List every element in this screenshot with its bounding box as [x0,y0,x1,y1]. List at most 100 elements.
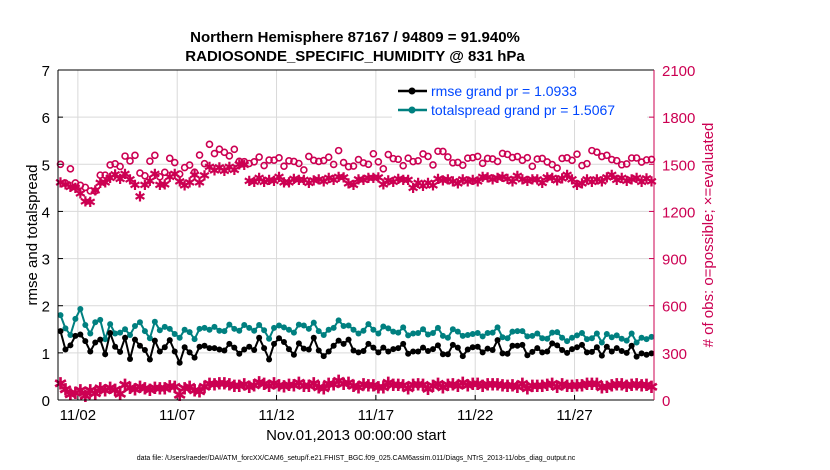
obs-possible-point [573,150,581,159]
totalspread-point [588,335,595,342]
rmse-point [524,352,531,359]
totalspread-point [117,329,124,336]
totalspread-point [479,333,486,340]
obs-evaluated-low-point: ✱ [98,381,112,400]
obs-evaluated-point: ✱ [194,174,206,190]
totalspread-point [405,332,412,339]
obs-evaluated-low-point: ✱ [560,377,574,396]
rmse-point [559,347,566,354]
rmse-point [444,351,451,358]
footer-data-file: data file: /Users/raeder/DAI/ATM_forcXX/… [137,455,576,462]
totalspread-point [112,330,119,337]
totalspread-point [131,322,138,329]
obs-possible-point [429,161,437,169]
obs-evaluated-low-point: ✱ [535,377,549,396]
totalspread-point [603,331,610,337]
obs-possible-point [170,158,179,167]
rmse-point [156,348,163,355]
totalspread-point [236,327,243,334]
obs-evaluated-point: ✱ [228,162,240,178]
obs-evaluated-low-point: ✱ [83,381,97,400]
obs-evaluated-low-point: ✱ [540,376,554,395]
obs-possible-point [305,152,313,161]
obs-evaluated-point: ✱ [382,173,394,189]
totalspread-point [380,323,387,330]
obs-evaluated-low-point: ✱ [490,376,504,395]
right-y-tick-label: 300 [662,346,687,363]
obs-evaluated-low-point: ✱ [515,375,529,394]
obs-possible-point [165,154,174,163]
totalspread-point [410,330,417,337]
obs-evaluated-point: ✱ [601,170,613,186]
obs-evaluated-low-point: ✱ [178,380,192,399]
totalspread-point [643,336,650,343]
obs-evaluated-point: ✱ [621,173,633,189]
rmse-point [285,346,292,353]
obs-evaluated-point: ✱ [402,172,414,188]
rmse-point [519,341,526,348]
rmse-point [583,349,590,356]
totalspread-point [375,330,382,337]
obs-evaluated-low-point: ✱ [401,379,415,398]
rmse-point [554,342,561,349]
left-y-tick-label: 3 [42,252,50,269]
obs-evaluated-low-point: ✱ [590,375,604,394]
obs-evaluated-low-point: ✱ [391,376,405,395]
rmse-point [569,346,576,353]
obs-evaluated-low-point: ✱ [168,378,182,397]
totalspread-point [330,324,337,331]
obs-evaluated-low-point: ✱ [327,375,341,394]
left-axis-label: rmse and totalspread [24,165,41,306]
obs-evaluated-point: ✱ [343,176,355,192]
rmse-point [97,336,104,343]
obs-evaluated-point: ✱ [273,169,285,185]
obs-possible-point [255,153,263,161]
obs-evaluated-point: ✱ [611,172,623,188]
obs-evaluated-low-point: ✱ [381,374,395,393]
obs-evaluated-low-point: ✱ [207,375,221,394]
obs-evaluated-low-point: ✱ [272,376,286,395]
totalspread-point [325,326,332,333]
rmse-point [638,350,645,357]
rmse-point [449,341,456,348]
totalspread-point [166,325,173,332]
totalspread-point [524,333,531,340]
obs-evaluated-low-point: ✱ [108,381,122,400]
obs-evaluated-point: ✱ [204,159,216,175]
rmse-point [176,359,183,366]
obs-evaluated-low-point: ✱ [78,387,92,406]
rmse-point [62,346,69,353]
rmse-point [300,345,307,352]
rmse-point [251,347,258,354]
obs-possible-point [583,159,591,168]
rmse-point [434,342,441,349]
legend-spread-label: totalspread grand pr = 1.5067 [431,102,615,118]
rmse-point [509,342,516,349]
rmse-point [191,354,198,361]
rmse-point [57,328,64,335]
obs-evaluated-point: ✱ [377,176,389,192]
left-y-tick-label: 6 [42,110,50,127]
obs-possible-point [617,160,626,169]
obs-possible-point [86,187,95,195]
obs-evaluated-point: ✱ [74,185,86,201]
obs-evaluated-low-point: ✱ [565,377,579,396]
obs-evaluated-low-point: ✱ [426,377,440,396]
rmse-point [256,334,263,341]
rmse-point [439,351,446,358]
obs-evaluated-point: ✱ [144,173,156,189]
totalspread-point [628,330,635,337]
rmse-point [112,343,119,350]
totalspread-point [295,321,302,328]
obs-evaluated-low-point: ✱ [257,375,271,394]
obs-evaluated-low-point: ✱ [187,381,201,400]
obs-evaluated-point: ✱ [596,173,608,189]
rmse-point [539,349,546,356]
obs-evaluated-low-point: ✱ [153,379,167,398]
rmse-point [345,336,352,343]
rmse-point [117,348,124,355]
totalspread-point [67,331,74,338]
totalspread-point [285,326,292,333]
totalspread-point [276,322,283,329]
rmse-point [628,342,635,349]
